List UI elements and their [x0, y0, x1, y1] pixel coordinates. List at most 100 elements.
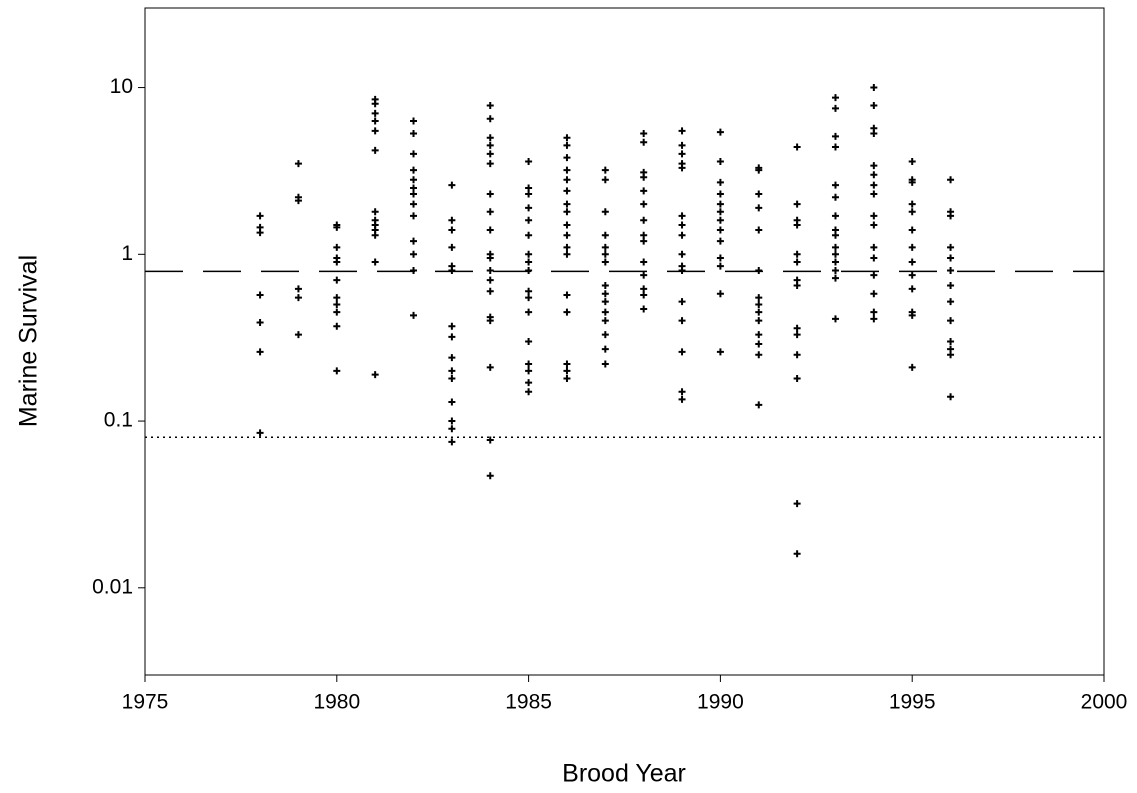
point	[486, 287, 494, 295]
point	[563, 250, 571, 258]
point	[256, 229, 264, 237]
point	[601, 166, 609, 174]
point	[563, 374, 571, 382]
point	[908, 311, 916, 319]
point	[486, 363, 494, 371]
point	[410, 200, 418, 208]
point	[716, 262, 724, 270]
point	[947, 393, 955, 401]
point	[371, 117, 379, 125]
point	[908, 258, 916, 266]
point	[601, 208, 609, 216]
point	[755, 317, 763, 325]
point	[448, 181, 456, 189]
point	[870, 221, 878, 229]
point	[947, 266, 955, 274]
point	[870, 130, 878, 138]
point	[410, 130, 418, 138]
point	[410, 250, 418, 258]
point	[256, 348, 264, 356]
point	[870, 84, 878, 92]
point	[678, 221, 686, 229]
point	[716, 226, 724, 234]
point	[716, 178, 724, 186]
point	[947, 298, 955, 306]
point	[831, 315, 839, 323]
point	[525, 388, 533, 396]
point	[755, 308, 763, 316]
point	[793, 500, 801, 508]
point	[755, 351, 763, 359]
point	[448, 425, 456, 433]
point	[640, 271, 648, 279]
point	[831, 258, 839, 266]
point	[678, 317, 686, 325]
point	[870, 290, 878, 298]
point	[601, 243, 609, 251]
point	[908, 226, 916, 234]
point	[601, 231, 609, 239]
point	[640, 291, 648, 299]
point	[294, 197, 302, 205]
point	[793, 221, 801, 229]
point	[563, 141, 571, 149]
point	[640, 138, 648, 146]
y-tick-label: 1	[121, 242, 133, 265]
point	[908, 208, 916, 216]
plot-frame	[144, 7, 1105, 676]
point	[333, 258, 341, 266]
point	[525, 294, 533, 302]
point	[831, 94, 839, 102]
point	[793, 282, 801, 290]
point	[525, 266, 533, 274]
point	[256, 212, 264, 220]
point	[755, 266, 763, 274]
point	[755, 294, 763, 302]
x-tick-label: 1985	[505, 691, 552, 714]
point	[601, 345, 609, 353]
point	[563, 200, 571, 208]
point	[908, 243, 916, 251]
point	[448, 322, 456, 330]
point	[410, 117, 418, 125]
point	[870, 102, 878, 110]
point	[410, 184, 418, 192]
point	[678, 388, 686, 396]
point	[640, 200, 648, 208]
point	[908, 158, 916, 166]
point	[678, 231, 686, 239]
point	[563, 154, 571, 162]
point	[563, 208, 571, 216]
point	[755, 166, 763, 174]
point	[448, 374, 456, 382]
point	[947, 317, 955, 325]
point	[525, 216, 533, 224]
point	[601, 282, 609, 290]
point	[947, 338, 955, 345]
point	[563, 243, 571, 251]
point	[448, 417, 456, 425]
point	[333, 276, 341, 284]
point	[601, 258, 609, 266]
y-axis-title: Marine Survival	[15, 255, 43, 427]
point	[563, 176, 571, 184]
point	[525, 379, 533, 387]
point	[525, 184, 533, 192]
point	[947, 282, 955, 290]
point	[563, 231, 571, 239]
point	[410, 311, 418, 319]
point	[640, 237, 648, 245]
point	[755, 204, 763, 212]
point	[410, 212, 418, 220]
point	[486, 254, 494, 262]
point	[294, 294, 302, 302]
point	[486, 115, 494, 123]
point	[294, 285, 302, 293]
point	[640, 187, 648, 195]
point	[870, 181, 878, 189]
point	[410, 166, 418, 174]
point	[640, 258, 648, 266]
point	[793, 250, 801, 258]
point	[563, 291, 571, 299]
